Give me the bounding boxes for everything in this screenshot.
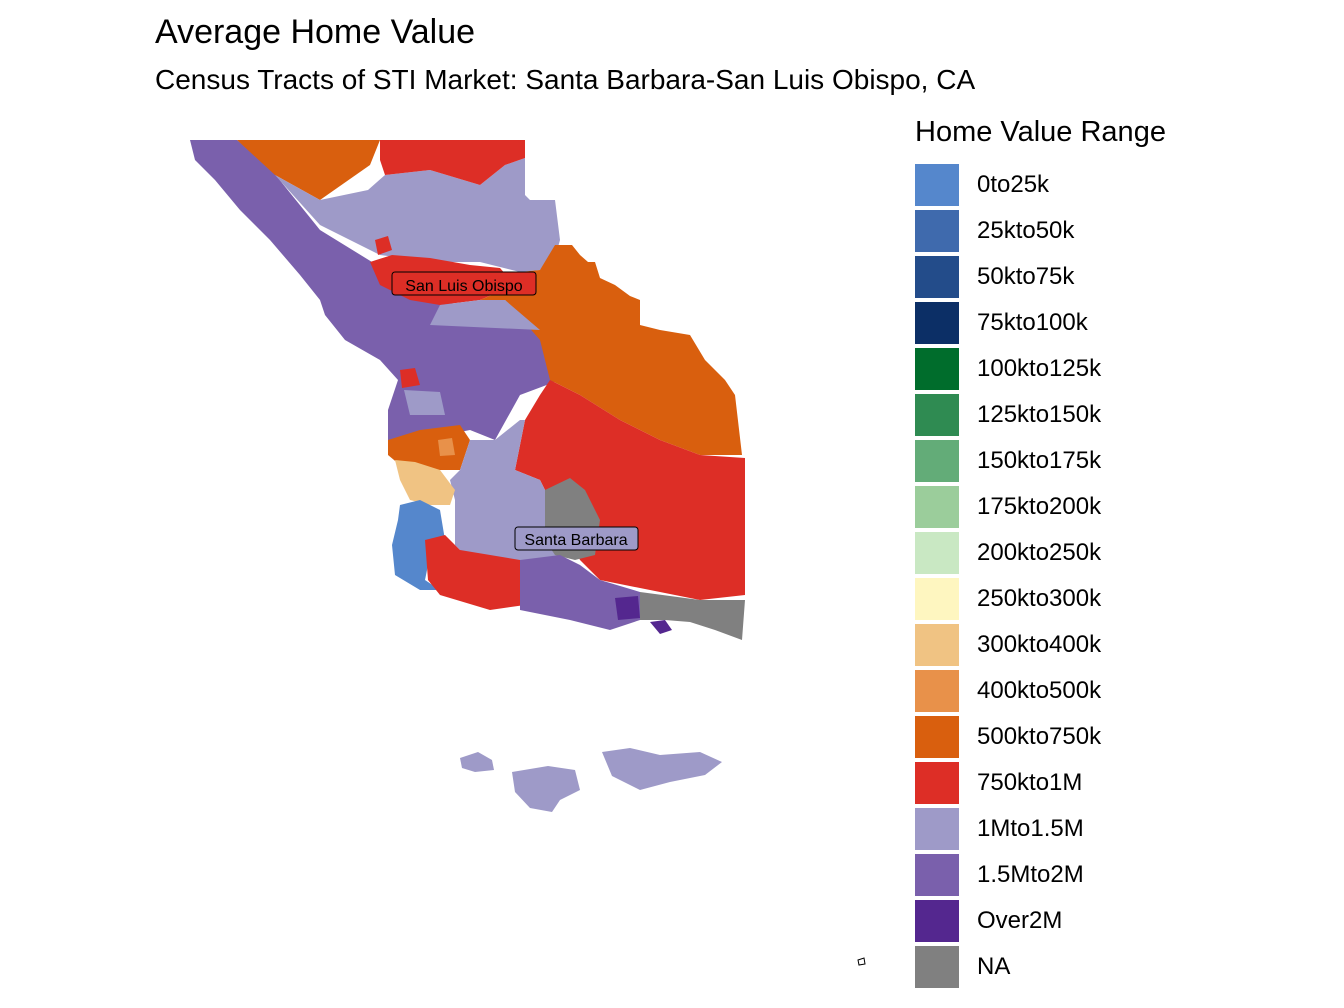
- legend-label: 75kto100k: [977, 309, 1088, 336]
- region-750kto1m-patch-a: [375, 236, 392, 255]
- legend-item: 175kto200k: [915, 484, 1166, 530]
- legend-item: 0to25k: [915, 162, 1166, 208]
- legend-swatch: [915, 302, 959, 344]
- legend-swatch: [915, 394, 959, 436]
- page-subtitle: Census Tracts of STI Market: Santa Barba…: [155, 64, 976, 95]
- region-0to25k: [392, 500, 445, 590]
- svg-text:San Luis Obispo: San Luis Obispo: [405, 278, 523, 295]
- legend-label: Over2M: [977, 907, 1063, 934]
- legend-label: 125kto150k: [977, 401, 1102, 428]
- label-santa-barbara: Santa Barbara: [514, 526, 639, 551]
- legend-label: NA: [977, 953, 1011, 980]
- legend-item: 150kto175k: [915, 438, 1166, 484]
- region-1mto1-5m-patch: [404, 390, 445, 415]
- legend-swatch: [915, 624, 959, 666]
- region-over2m-montecito: [650, 620, 672, 634]
- legend-item: 1.5Mto2M: [915, 852, 1166, 898]
- legend-swatch: [915, 578, 959, 620]
- legend-swatch: [915, 532, 959, 574]
- region-500kto750k-sb-north: [388, 425, 470, 470]
- label-san-luis-obispo: San Luis Obispo: [391, 271, 537, 296]
- region-1-5mto2m: [190, 140, 560, 440]
- region-750kto1m-sb-south: [425, 535, 525, 610]
- legend-swatch: [915, 946, 959, 988]
- region-island-1: [460, 752, 494, 772]
- legend-label: 500kto750k: [977, 723, 1102, 750]
- legend-swatch: [915, 762, 959, 804]
- legend-label: 0to25k: [977, 171, 1050, 198]
- legend-swatch: [915, 440, 959, 482]
- legend: Home Value Range 0to25k 25kto50k 50kto75k 7…: [915, 114, 1166, 990]
- legend-item: 75kto100k: [915, 300, 1166, 346]
- region-island-tiny: [857, 957, 866, 966]
- legend-item: 25kto50k: [915, 208, 1166, 254]
- legend-item: 125kto150k: [915, 392, 1166, 438]
- region-1-5mto2m-sb-coast: [520, 555, 640, 630]
- region-island-2: [512, 766, 580, 812]
- legend-item: 500kto750k: [915, 714, 1166, 760]
- legend-item: 1Mto1.5M: [915, 806, 1166, 852]
- region-over2m: [615, 596, 640, 620]
- tract-map: San Luis Obispo Santa Barbara: [190, 140, 866, 966]
- legend-item: 50kto75k: [915, 254, 1166, 300]
- region-400kto500k-patch: [438, 438, 455, 456]
- legend-label: 750kto1M: [977, 769, 1083, 796]
- legend-swatch: [915, 256, 959, 298]
- region-1mto1-5m-sb-central: [450, 420, 560, 560]
- legend-label: 1.5Mto2M: [977, 861, 1084, 888]
- legend-item: 300kto400k: [915, 622, 1166, 668]
- legend-label: 50kto75k: [977, 263, 1075, 290]
- legend-label: 200kto250k: [977, 539, 1102, 566]
- region-500kto750k-north: [237, 140, 380, 200]
- legend-swatch: [915, 486, 959, 528]
- region-island-3: [602, 748, 722, 790]
- page-title: Average Home Value: [155, 13, 476, 51]
- legend-label: 250kto300k: [977, 585, 1102, 612]
- legend-item: 250kto300k: [915, 576, 1166, 622]
- region-500kto750k-east: [480, 245, 742, 455]
- legend-item: 100kto125k: [915, 346, 1166, 392]
- legend-item: 750kto1M: [915, 760, 1166, 806]
- legend-title: Home Value Range: [915, 116, 1166, 148]
- legend-label: 25kto50k: [977, 217, 1075, 244]
- legend-label: 300kto400k: [977, 631, 1102, 658]
- legend-swatch: [915, 854, 959, 896]
- legend-item: 400kto500k: [915, 668, 1166, 714]
- legend-label: 100kto125k: [977, 355, 1102, 382]
- legend-swatch: [915, 210, 959, 252]
- legend-items: 0to25k 25kto50k 50kto75k 75kto100k 100kto125…: [915, 162, 1166, 990]
- legend-swatch: [915, 808, 959, 850]
- region-1mto1-5m-north: [275, 158, 560, 272]
- legend-swatch: [915, 900, 959, 942]
- region-1mto1-5m-slo-east: [430, 300, 540, 330]
- region-na-sb-coast: [640, 592, 745, 640]
- legend-swatch: [915, 348, 959, 390]
- legend-swatch: [915, 716, 959, 758]
- legend-item: Over2M: [915, 898, 1166, 944]
- legend-label: 1Mto1.5M: [977, 815, 1084, 842]
- legend-item: 200kto250k: [915, 530, 1166, 576]
- legend-label: 400kto500k: [977, 677, 1102, 704]
- region-300kto400k-coast: [395, 460, 455, 505]
- svg-text:Santa Barbara: Santa Barbara: [524, 532, 627, 549]
- legend-label: 150kto175k: [977, 447, 1102, 474]
- legend-swatch: [915, 164, 959, 206]
- region-750kto1m-patch-b: [400, 368, 420, 388]
- legend-swatch: [915, 670, 959, 712]
- legend-label: 175kto200k: [977, 493, 1102, 520]
- legend-item: NA: [915, 944, 1166, 990]
- region-750kto1m-north: [380, 140, 525, 185]
